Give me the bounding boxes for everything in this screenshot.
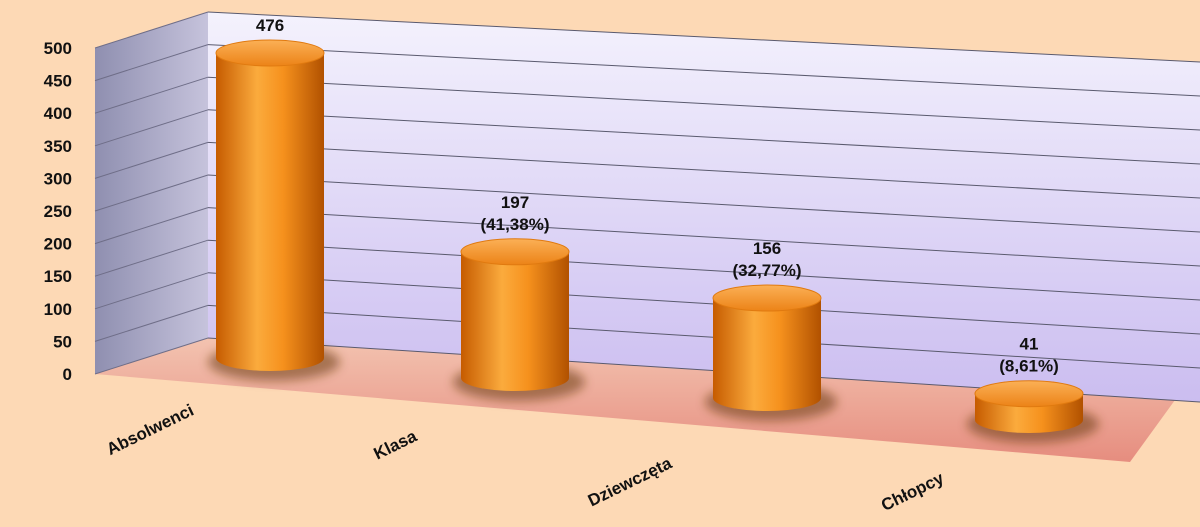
gridline-side — [94, 207, 209, 245]
y-tick-label: 500 — [44, 39, 72, 58]
gridline — [207, 109, 1200, 165]
data-label: 197 — [501, 193, 529, 212]
plot-area — [94, 11, 1200, 462]
category-label: Chłopcy — [878, 468, 947, 515]
back-wall — [208, 12, 1200, 402]
y-tick-label: 350 — [44, 137, 72, 156]
y-tick-label: 450 — [44, 72, 72, 91]
bar — [967, 380, 1099, 443]
gridline-side — [94, 304, 209, 342]
bar-top — [974, 380, 1084, 408]
y-axis: 0 50 100 150 200 250 300 350 400 450 500 — [44, 39, 72, 384]
bar-body — [216, 53, 324, 371]
gridline-side — [94, 239, 209, 277]
y-tick-label: 400 — [44, 104, 72, 123]
gridline — [207, 141, 1200, 199]
bar-body — [713, 298, 821, 411]
bar — [208, 39, 340, 381]
gridline — [207, 11, 1200, 63]
y-tick-label: 50 — [53, 332, 72, 351]
y-tick-label: 100 — [44, 300, 72, 319]
data-label: 41 — [1020, 335, 1039, 354]
gridline-side — [94, 272, 209, 310]
data-labels: 476 197 (41,38%) 156 (32,77%) 41 (8,61%) — [256, 16, 1059, 376]
bar — [453, 238, 585, 401]
gridline — [207, 44, 1200, 97]
category-label: Dziewczęta — [585, 453, 675, 510]
bar-top — [712, 284, 822, 312]
data-label: 476 — [256, 16, 284, 35]
gridline-side — [94, 76, 209, 114]
gridline-side — [94, 141, 209, 179]
data-label: 156 — [753, 239, 781, 258]
gridline — [207, 304, 1200, 369]
data-label: (32,77%) — [733, 261, 802, 280]
gridline — [207, 174, 1200, 233]
data-label: (8,61%) — [999, 357, 1059, 376]
gridline — [207, 207, 1200, 267]
data-label: (41,38%) — [481, 215, 550, 234]
bar — [705, 284, 837, 421]
y-tick-label: 150 — [44, 267, 72, 286]
bar-body — [461, 251, 569, 391]
gridline — [207, 76, 1200, 131]
gridline — [207, 272, 1200, 335]
y-tick-label: 250 — [44, 202, 72, 221]
gridlines — [94, 11, 1200, 403]
gridline-side — [94, 11, 209, 49]
bar-top — [460, 238, 570, 266]
bar-top — [215, 39, 325, 67]
gridline-side — [94, 44, 209, 82]
gridline-side — [94, 337, 209, 375]
bars — [208, 39, 1099, 443]
gridline-side — [94, 109, 209, 147]
gridline — [207, 239, 1200, 301]
y-tick-label: 200 — [44, 235, 72, 254]
category-label: Absolwenci — [104, 401, 197, 459]
y-tick-label: 0 — [63, 365, 72, 384]
category-label: Klasa — [371, 426, 421, 463]
y-tick-label: 300 — [44, 169, 72, 188]
floor — [95, 338, 1175, 462]
gridline-side — [94, 174, 209, 212]
